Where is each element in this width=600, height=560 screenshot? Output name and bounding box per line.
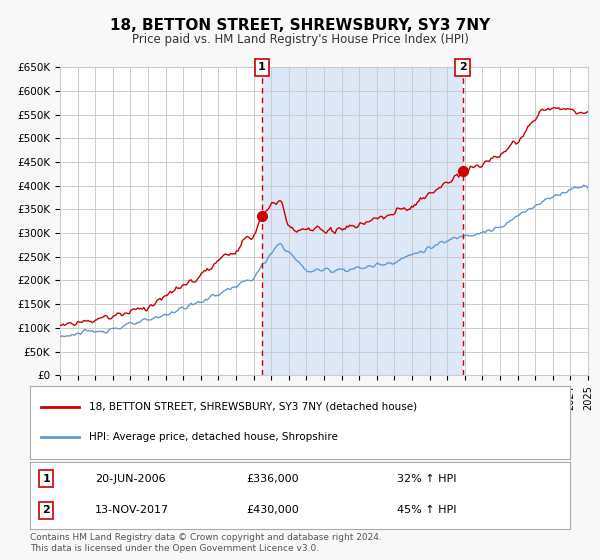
Text: £336,000: £336,000 <box>246 474 299 484</box>
Text: 18, BETTON STREET, SHREWSBURY, SY3 7NY: 18, BETTON STREET, SHREWSBURY, SY3 7NY <box>110 18 490 32</box>
Text: 18, BETTON STREET, SHREWSBURY, SY3 7NY (detached house): 18, BETTON STREET, SHREWSBURY, SY3 7NY (… <box>89 402 418 412</box>
Text: Price paid vs. HM Land Registry's House Price Index (HPI): Price paid vs. HM Land Registry's House … <box>131 32 469 46</box>
Text: Contains HM Land Registry data © Crown copyright and database right 2024.
This d: Contains HM Land Registry data © Crown c… <box>30 534 382 553</box>
Text: HPI: Average price, detached house, Shropshire: HPI: Average price, detached house, Shro… <box>89 432 338 442</box>
Text: 1: 1 <box>258 62 266 72</box>
Text: 1: 1 <box>43 474 50 484</box>
Bar <box>262 67 463 375</box>
Text: 2: 2 <box>43 505 50 515</box>
Text: 32% ↑ HPI: 32% ↑ HPI <box>397 474 457 484</box>
Text: £430,000: £430,000 <box>246 505 299 515</box>
Text: 20-JUN-2006: 20-JUN-2006 <box>95 474 166 484</box>
Text: 45% ↑ HPI: 45% ↑ HPI <box>397 505 457 515</box>
Text: 13-NOV-2017: 13-NOV-2017 <box>95 505 169 515</box>
Text: 2: 2 <box>458 62 466 72</box>
